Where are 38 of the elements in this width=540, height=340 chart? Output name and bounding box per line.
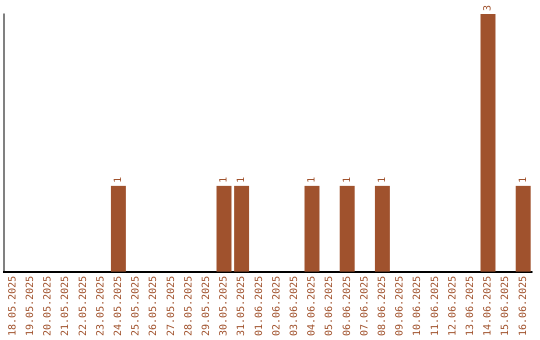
x-tick-label: 04.06.2025: [306, 276, 318, 336]
x-tick-label: 29.05.2025: [200, 276, 212, 336]
data-label: 1: [518, 176, 529, 183]
x-tick-label: 30.05.2025: [218, 276, 230, 336]
x-tick-label: 28.05.2025: [183, 276, 194, 336]
data-label: 1: [236, 176, 248, 183]
x-tick-label: 21.05.2025: [60, 276, 72, 336]
data-label: 1: [376, 176, 388, 183]
x-tick-label: 27.05.2025: [166, 276, 177, 336]
data-label: 1: [306, 176, 318, 183]
x-tick-label: 10.06.2025: [412, 276, 424, 336]
x-tick-label: 01.06.2025: [254, 276, 265, 336]
x-tick-label: 08.06.2025: [376, 276, 388, 336]
x-tick-label: 11.06.2025: [430, 276, 441, 336]
x-tick-label: 16.06.2025: [518, 276, 529, 336]
x-tick-label: 18.05.2025: [7, 276, 18, 336]
x-tick-label: 25.05.2025: [130, 276, 142, 336]
x-tick-label: 12.06.2025: [447, 276, 458, 336]
x-tick-label: 24.05.2025: [112, 276, 124, 336]
x-tick-label: 31.05.2025: [236, 276, 248, 336]
data-label: 1: [342, 176, 353, 183]
x-tick-label: 26.05.2025: [148, 276, 160, 336]
x-tick-label: 05.06.2025: [324, 276, 336, 336]
x-tick-label: 09.06.2025: [394, 276, 406, 336]
x-tick-label: 13.06.2025: [464, 276, 476, 336]
x-tick-label: 23.05.2025: [95, 276, 106, 336]
x-tick-label: 14.06.2025: [482, 276, 494, 336]
x-tick-label: 07.06.2025: [359, 276, 370, 336]
x-tick-label: 02.06.2025: [271, 276, 282, 336]
x-tick-label: 15.06.2025: [500, 276, 512, 336]
data-label: 1: [218, 176, 230, 183]
x-tick-label: 06.06.2025: [342, 276, 353, 336]
x-tick-label: 19.05.2025: [24, 276, 36, 336]
data-label: 3: [482, 4, 494, 11]
data-label: 1: [112, 176, 124, 183]
x-tick-label: 20.05.2025: [42, 276, 54, 336]
x-tick-label: 22.05.2025: [78, 276, 89, 336]
x-tick-label: 03.06.2025: [288, 276, 300, 336]
